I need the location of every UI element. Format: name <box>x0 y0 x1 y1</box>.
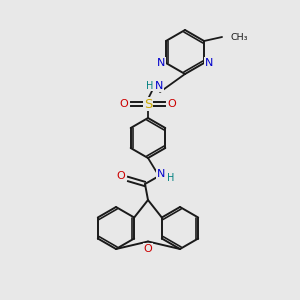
Text: CH₃: CH₃ <box>230 32 247 41</box>
Text: N: N <box>157 169 165 179</box>
Text: H: H <box>167 173 175 183</box>
Text: S: S <box>144 98 152 110</box>
Text: N: N <box>157 58 165 68</box>
Text: O: O <box>120 99 128 109</box>
Text: O: O <box>117 171 125 181</box>
Text: H: H <box>146 81 154 91</box>
Text: N: N <box>155 81 163 91</box>
Text: O: O <box>144 244 152 254</box>
Text: N: N <box>205 58 213 68</box>
Text: O: O <box>168 99 176 109</box>
